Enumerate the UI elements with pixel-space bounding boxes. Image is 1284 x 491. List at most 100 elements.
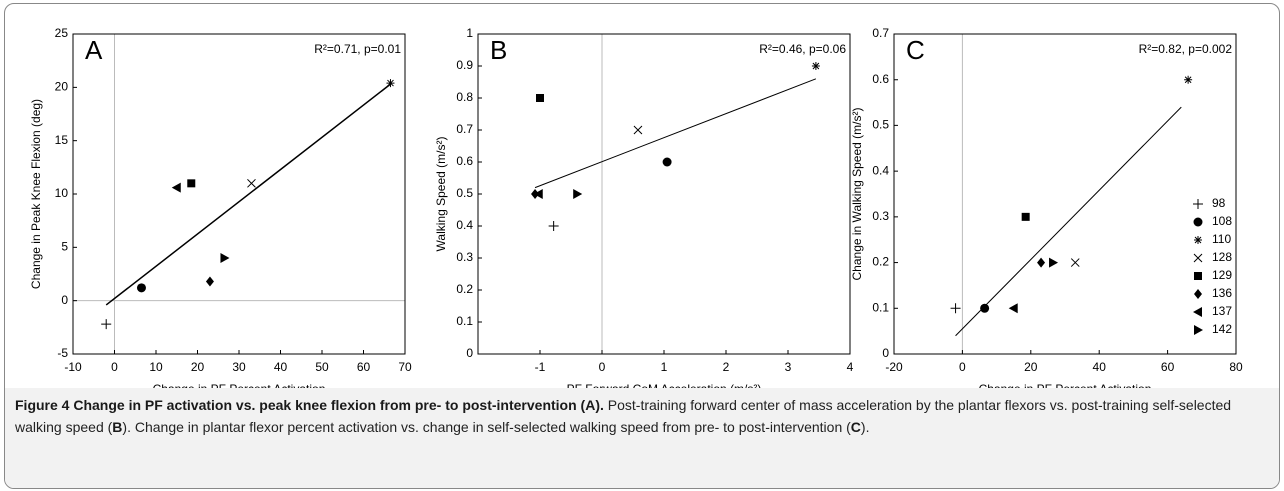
y-tick-label: 0.9 (456, 58, 473, 72)
x-tick-label: 1 (661, 360, 668, 374)
plot-frame (893, 33, 1237, 355)
point (1070, 258, 1080, 267)
y-axis-label: Change in Walking Speed (m/s²) (850, 108, 864, 281)
point (1049, 257, 1059, 268)
point (247, 178, 256, 188)
point (662, 157, 672, 167)
point (136, 283, 146, 293)
y-tick-label: 10 (55, 186, 69, 200)
x-axis-label: Change in PF Percent Activation (979, 382, 1152, 388)
y-tick-label: 0 (61, 293, 68, 307)
y-tick-label: 0.7 (872, 26, 889, 40)
panel-label: B (490, 35, 507, 65)
point (1008, 303, 1018, 314)
x-tick-label: -20 (885, 360, 903, 374)
y-tick-label: 20 (55, 80, 69, 94)
caption-panel-ref: B (112, 419, 123, 435)
point (533, 189, 543, 199)
x-tick-label: 70 (398, 360, 412, 374)
x-tick-label: 60 (1161, 360, 1175, 374)
x-tick-label: 0 (111, 360, 118, 374)
point (980, 303, 990, 313)
panel-label: C (906, 35, 925, 65)
caption-text: ). (860, 419, 870, 435)
x-tick-label: 20 (1024, 360, 1038, 374)
y-tick-label: 25 (55, 26, 69, 40)
point (171, 182, 181, 193)
y-tick-label: 0.4 (456, 218, 473, 232)
point (573, 189, 583, 199)
x-tick-label: 0 (599, 360, 606, 374)
fit-line (105, 83, 391, 306)
x-tick-label: -10 (64, 360, 82, 374)
point (205, 276, 214, 287)
point (950, 303, 961, 314)
y-tick-label: 0.8 (456, 90, 473, 104)
caption: Figure 4 Change in PF activation vs. pea… (5, 388, 1279, 488)
x-tick-label: 0 (959, 360, 966, 374)
y-tick-label: 1 (466, 26, 473, 40)
y-tick-label: 0.2 (872, 255, 889, 269)
x-tick-label: -1 (535, 360, 546, 374)
legend-marker (1194, 272, 1202, 280)
legend-marker (1193, 307, 1202, 317)
x-axis-label: PF Forward CoM Acceleration (m/s²) (567, 382, 762, 388)
legend-marker (1193, 217, 1203, 227)
fit-line (955, 106, 1182, 337)
caption-panel-ref: C (850, 419, 861, 435)
x-tick-label: 80 (1229, 360, 1243, 374)
annotation: R²=0.82, p=0.002 (1139, 42, 1233, 56)
y-tick-label: -5 (57, 346, 68, 360)
caption-title: Figure 4 Change in PF activation vs. pea… (15, 397, 604, 413)
legend-label: 136 (1212, 286, 1232, 300)
y-tick-label: 0.1 (872, 300, 889, 314)
plot-frame (72, 33, 406, 355)
x-tick-label: 20 (191, 360, 205, 374)
point (187, 179, 196, 188)
y-tick-label: 0.2 (456, 282, 473, 296)
point (386, 79, 395, 88)
point (1037, 257, 1046, 268)
x-tick-label: 4 (847, 360, 854, 374)
legend-label: 98 (1212, 196, 1226, 210)
legend-marker (1193, 199, 1203, 209)
caption-text: ). Change in plantar flexor percent acti… (122, 419, 851, 435)
y-tick-label: 0.4 (872, 163, 889, 177)
legend-label: 128 (1212, 250, 1232, 264)
y-tick-label: 0.6 (456, 154, 473, 168)
point (220, 253, 230, 263)
point (536, 94, 544, 102)
fit-line (534, 78, 817, 189)
y-tick-label: 0.5 (456, 186, 473, 200)
legend-marker (1193, 253, 1203, 263)
legend-marker (1194, 236, 1202, 244)
point (1184, 75, 1193, 84)
caption-text: Post-training forward center of mass acc… (15, 397, 1232, 435)
figure: -10 0 10 20 30 40 50 60 70 -5 0 5 10 15 20 25 Change in … (4, 3, 1280, 489)
x-tick-label: 40 (274, 360, 288, 374)
y-tick-label: 5 (61, 240, 68, 254)
point (101, 319, 112, 330)
y-tick-label: 0.1 (456, 314, 473, 328)
y-tick-label: 0.3 (456, 250, 473, 264)
x-tick-label: 10 (149, 360, 163, 374)
x-tick-label: 2 (723, 360, 730, 374)
legend-marker (1194, 289, 1202, 299)
x-axis-label: Change in PF Percent Activation (153, 382, 326, 388)
legend-label: 137 (1212, 304, 1232, 318)
y-axis-label: Change in Peak Knee Flexion (deg) (29, 99, 43, 289)
panel-label: A (85, 35, 103, 65)
x-tick-label: 50 (315, 360, 329, 374)
x-tick-label: 60 (357, 360, 371, 374)
legend-label: 129 (1212, 268, 1232, 282)
y-tick-label: 0 (882, 346, 889, 360)
point (1021, 212, 1030, 221)
x-tick-label: 3 (785, 360, 792, 374)
y-tick-label: 0.5 (872, 118, 889, 132)
y-axis-label: Walking Speed (m/s²) (434, 137, 448, 252)
x-tick-label: 40 (1093, 360, 1107, 374)
y-tick-label: 0.7 (456, 122, 473, 136)
legend-label: 108 (1212, 214, 1232, 228)
point (548, 221, 559, 231)
